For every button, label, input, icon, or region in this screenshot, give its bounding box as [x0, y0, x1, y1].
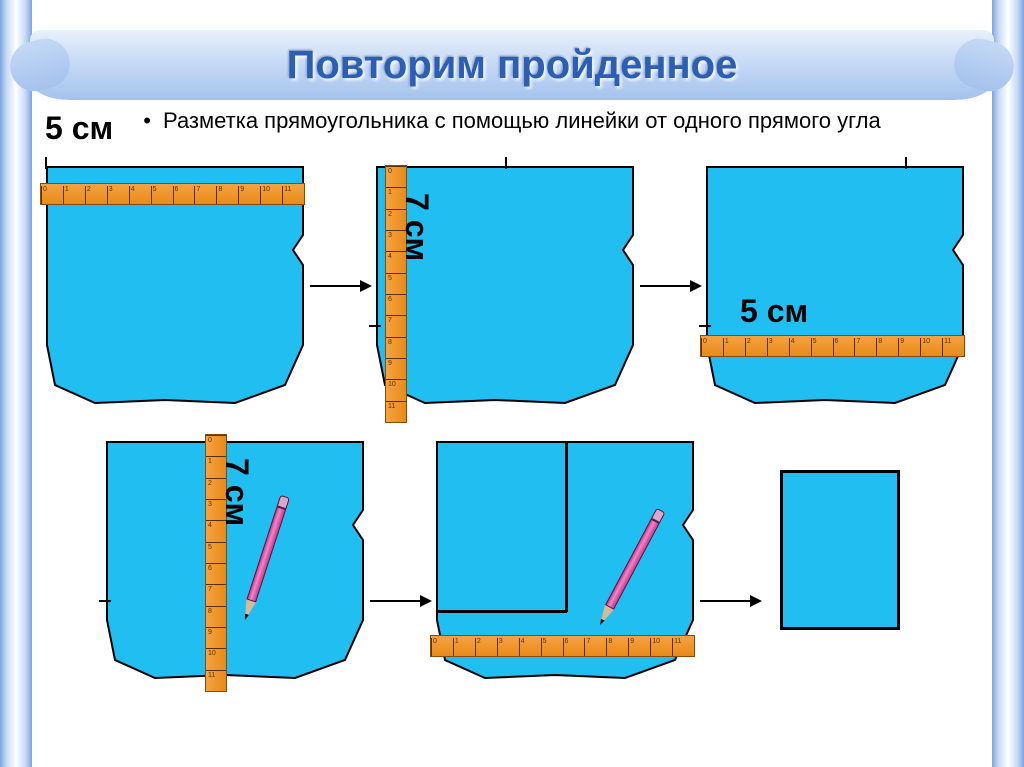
arrow-5-6 — [700, 600, 760, 602]
tick-mark — [905, 157, 907, 169]
ruler-ticks: 01234567891011 — [701, 338, 964, 356]
panel-4: 01234567891011 7 см — [105, 440, 365, 680]
panel-3: 01234567891011 5 см — [705, 165, 965, 405]
ruler-horizontal-1: 01234567891011 — [40, 183, 305, 205]
tick-mark — [699, 325, 711, 327]
arrow-2-3 — [640, 285, 700, 287]
panel-1: 01234567891011 — [45, 165, 305, 405]
ruler-ticks: 01234567891011 — [431, 638, 694, 656]
drawn-line-v — [565, 442, 568, 612]
ruler-horizontal-3: 01234567891011 — [700, 335, 965, 357]
arrow-1-2 — [310, 285, 370, 287]
dim-label-7cm-2: 7 см — [218, 458, 255, 526]
tick-mark — [99, 600, 111, 602]
panel-2: 01234567891011 7 см — [375, 165, 635, 405]
tick-mark — [505, 157, 507, 169]
ruler-horizontal-5: 01234567891011 — [430, 635, 695, 657]
ruler-ticks: 01234567891011 — [41, 186, 304, 204]
title-ribbon: Повторим пройденное — [30, 30, 994, 100]
page-title: Повторим пройденное — [287, 43, 738, 88]
tick-mark — [45, 157, 47, 169]
diagram-stage: 5 см 01234567891011 01234567891011 7 см … — [45, 100, 985, 760]
dim-label-5cm-top: 5 см — [45, 110, 113, 147]
paper-shape-3 — [705, 165, 965, 405]
dim-label-5cm-bottom: 5 см — [740, 293, 808, 330]
arrow-4-5 — [370, 600, 430, 602]
dim-label-7cm: 7 см — [398, 193, 435, 261]
drawn-line-h — [437, 610, 567, 613]
tick-mark — [369, 325, 381, 327]
panel-5: 01234567891011 — [435, 440, 695, 680]
decorative-column-left — [0, 0, 32, 767]
decorative-column-right — [992, 0, 1024, 767]
final-rectangle — [780, 470, 900, 630]
